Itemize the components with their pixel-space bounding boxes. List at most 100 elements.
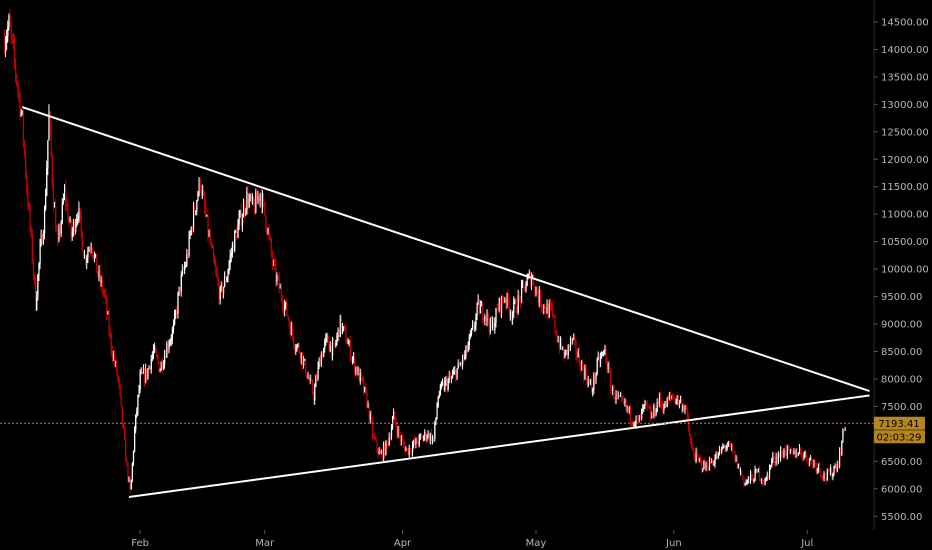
candles-layer <box>3 9 846 493</box>
candle <box>321 351 324 359</box>
candle-body <box>474 325 476 329</box>
candle-body <box>284 304 286 311</box>
candle <box>287 314 289 321</box>
candle <box>32 259 35 281</box>
candle <box>205 200 207 219</box>
candle <box>257 190 259 205</box>
candle <box>53 201 56 208</box>
candle-body <box>507 293 509 304</box>
countdown-badge-bg <box>874 430 925 444</box>
candle <box>19 92 21 121</box>
candle-body <box>239 210 241 217</box>
candle-body <box>695 451 697 462</box>
candle-body <box>369 414 371 420</box>
candle-body <box>525 285 527 291</box>
candle-body <box>831 467 833 478</box>
candle-body <box>13 43 16 62</box>
candle <box>536 286 538 295</box>
candle <box>606 357 608 374</box>
candle-body <box>405 448 407 452</box>
candle <box>277 274 279 280</box>
candle <box>543 304 545 315</box>
candle <box>502 294 504 304</box>
candle-body <box>651 415 653 418</box>
candle-body <box>43 209 46 235</box>
candle-body <box>359 372 361 382</box>
candle-body <box>767 474 770 478</box>
candle-body <box>472 324 474 329</box>
candle-body <box>145 368 147 382</box>
candle-body <box>413 440 415 446</box>
candle <box>455 369 457 383</box>
candle <box>611 387 613 392</box>
candle <box>744 482 746 486</box>
candle-body <box>135 414 137 430</box>
candle <box>269 234 271 242</box>
candle <box>673 393 675 399</box>
candle-body <box>418 435 420 445</box>
candle-body <box>627 407 629 412</box>
candle-body <box>725 447 727 449</box>
candle-body <box>279 287 281 289</box>
candle-body <box>512 312 514 321</box>
candle <box>823 471 825 482</box>
candle <box>57 225 59 247</box>
candle-body <box>566 349 568 356</box>
candle-body <box>50 126 52 156</box>
candle-body <box>299 352 301 360</box>
candle-body <box>629 407 632 422</box>
candle <box>127 461 129 483</box>
candle-body <box>712 461 714 465</box>
candle-body <box>676 396 678 402</box>
candle <box>42 229 45 246</box>
candle <box>182 266 185 274</box>
candle <box>525 281 527 293</box>
candle-body <box>220 284 222 288</box>
candle-body <box>363 380 365 393</box>
candle <box>35 277 37 311</box>
candle-body <box>697 455 700 460</box>
candle-body <box>89 249 91 251</box>
candle <box>170 334 172 346</box>
candle-body <box>645 401 647 403</box>
candle <box>174 309 176 326</box>
candle <box>564 349 566 359</box>
candle-body <box>804 451 806 455</box>
candle-body <box>397 428 399 436</box>
candle-body <box>269 235 271 240</box>
candle-body <box>158 361 160 372</box>
candle-body <box>208 233 210 236</box>
candle-body <box>378 450 380 455</box>
candle-body <box>127 463 129 480</box>
candle <box>697 453 700 463</box>
candle <box>7 20 9 43</box>
candle-body <box>811 458 813 461</box>
candle <box>100 275 102 287</box>
candle <box>395 417 397 430</box>
candle <box>160 361 162 371</box>
candle <box>761 477 763 485</box>
candle-body <box>497 308 499 311</box>
candle <box>313 391 315 405</box>
candle <box>782 451 784 458</box>
candle-body <box>379 450 381 454</box>
candle <box>190 226 192 236</box>
candle-body <box>395 420 397 427</box>
candle-body <box>130 479 132 490</box>
candle-body <box>96 254 98 273</box>
candle-body <box>721 447 723 453</box>
candle <box>572 338 574 345</box>
candle <box>748 477 751 484</box>
trend-line-lower[interactable] <box>128 394 870 499</box>
candle <box>194 203 196 213</box>
trend-line-upper[interactable] <box>21 106 870 392</box>
candle-body <box>265 214 267 229</box>
candle <box>696 448 698 458</box>
x-axis[interactable]: Feb Mar Apr May Jun Jul <box>131 530 813 549</box>
candle <box>496 303 498 310</box>
candle <box>674 397 676 405</box>
candle-body <box>304 359 306 361</box>
candle <box>363 376 365 396</box>
candle-body <box>482 303 484 320</box>
candle-body <box>340 315 343 332</box>
